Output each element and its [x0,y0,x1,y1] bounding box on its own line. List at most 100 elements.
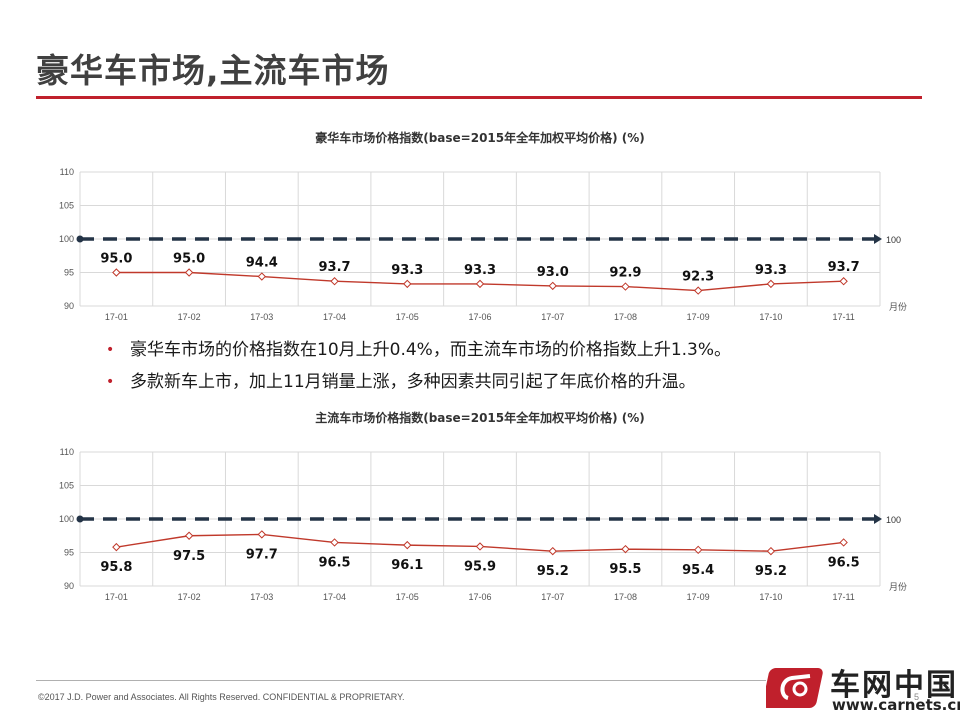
chart-title: 主流车市场价格指数(base=2015年全年加权平均价格) (%) [315,410,645,425]
data-point [548,546,557,556]
data-point [403,279,412,289]
baseline-arrow-icon [874,514,882,524]
bullet-item-2: • 多款新车上市，加上11月销量上涨，多种因素共同引起了年底价格的升温。 [106,366,731,398]
y-tick-label: 90 [64,301,74,311]
data-point [112,268,121,277]
footer-divider [36,680,766,681]
baseline-label: 100 [886,515,901,525]
x-tick-label: 17-05 [396,312,419,320]
data-label: 95.9 [464,559,496,574]
data-label: 92.3 [682,270,714,285]
bullet-text: 豪华车市场的价格指数在10月上升0.4%，而主流车市场的价格指数上升1.3%。 [130,340,732,360]
x-tick-label: 17-03 [250,312,273,320]
y-tick-label: 110 [60,167,74,177]
data-label: 95.0 [100,252,132,267]
data-point [839,538,848,547]
data-point [403,540,412,550]
data-label: 93.3 [755,263,787,278]
y-tick-label: 95 [64,548,74,558]
title-divider [36,96,922,99]
data-label: 95.2 [755,564,787,579]
baseline-arrow-icon [874,234,882,244]
y-tick-label: 100 [59,514,74,524]
data-point [112,542,121,552]
x-tick-label: 17-03 [250,592,273,602]
x-axis-label: 月份 [889,581,907,593]
page-number: 5 [914,692,920,702]
data-label: 92.9 [609,266,641,281]
x-tick-label: 17-10 [759,312,782,320]
x-tick-label: 17-02 [178,592,201,602]
data-label: 96.5 [828,555,860,570]
y-tick-label: 90 [64,581,74,591]
x-tick-label: 17-02 [178,312,201,320]
y-tick-label: 110 [60,447,74,457]
data-point [330,538,339,547]
x-tick-label: 17-04 [323,312,346,320]
data-point [621,282,630,291]
slide-title: 豪华车市场,主流车市场 [36,51,390,90]
baseline-start-marker [76,515,84,523]
copyright-text: ©2017 J.D. Power and Associates. All Rig… [38,692,405,702]
bullet-text: 多款新车上市，加上11月销量上涨，多种因素共同引起了年底价格的升温。 [130,372,696,392]
x-tick-label: 17-01 [105,592,128,602]
data-point [766,546,776,556]
y-tick-label: 105 [59,481,74,491]
data-point [839,277,848,286]
data-label: 94.4 [246,256,278,271]
x-tick-label: 17-11 [832,312,854,320]
x-tick-label: 17-11 [832,592,854,602]
data-label: 95.8 [100,560,132,575]
data-point [693,545,703,555]
data-point [257,272,267,281]
baseline-label: 100 [886,235,901,245]
baseline-start-marker [76,235,84,243]
data-label: 93.3 [391,263,423,278]
carnets-logo-icon [766,668,823,708]
data-label: 93.7 [828,260,860,275]
x-tick-label: 17-01 [105,312,128,320]
bullet-dot-icon: • [106,342,115,358]
x-tick-label: 17-08 [614,312,637,320]
mainstream-price-index-chart: 主流车市场价格指数(base=2015年全年加权平均价格) (%) 110 105 1… [59,410,907,602]
x-tick-label: 17-08 [614,592,637,602]
y-tick-label: 95 [64,268,74,278]
data-point [184,268,194,277]
data-label: 96.1 [391,558,423,573]
data-label: 96.5 [319,555,351,570]
x-tick-label: 17-09 [687,312,710,320]
data-label: 95.2 [537,564,569,579]
x-tick-label: 17-09 [687,592,710,602]
x-tick-label: 17-06 [468,592,491,602]
data-point [766,279,776,289]
x-tick-label: 17-10 [759,592,782,602]
data-label: 95.0 [173,252,205,267]
data-point [475,279,485,289]
luxury-price-index-chart: 豪华车市场价格指数(base=2015年全年加权平均价格) (%) 110 105 1… [59,130,907,320]
data-point [548,281,557,291]
data-label: 93.3 [464,263,496,278]
x-tick-label: 17-04 [323,592,346,602]
x-tick-label: 17-07 [541,592,564,602]
data-label: 93.7 [319,260,351,275]
bullet-item-1: • 豪华车市场的价格指数在10月上升0.4%，而主流车市场的价格指数上升1.3%… [106,334,732,366]
logo-text: 车网中国 [830,668,958,703]
data-label: 93.0 [537,265,569,280]
x-axis-label: 月份 [889,301,907,313]
x-tick-label: 17-07 [541,312,564,320]
bullet-list: • 豪华车市场的价格指数在10月上升0.4%，而主流车市场的价格指数上升1.3%… [106,334,732,398]
x-tick-label: 17-05 [396,592,419,602]
data-label: 97.5 [173,549,205,564]
logo-url: www.carnets.cn [832,696,960,714]
data-label: 95.4 [682,563,714,578]
data-point [693,286,703,295]
data-point [257,530,267,539]
y-tick-label: 100 [59,234,74,244]
data-point [330,277,339,286]
chart-title: 豪华车市场价格指数(base=2015年全年加权平均价格) (%) [315,130,645,145]
data-point [475,542,485,551]
data-label: 97.7 [246,547,278,562]
x-tick-label: 17-06 [468,312,491,320]
y-tick-label: 105 [59,201,74,211]
bullet-dot-icon: • [106,374,115,390]
